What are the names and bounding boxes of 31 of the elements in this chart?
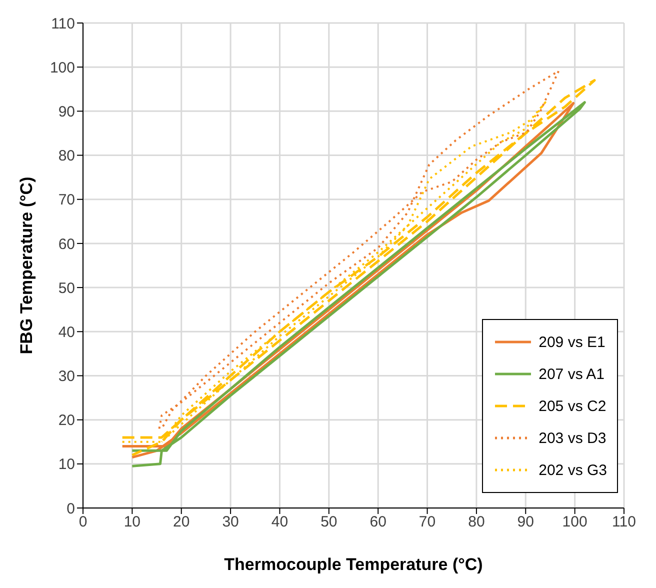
y-tick-label: 100 [50, 59, 75, 76]
x-tick-label: 60 [370, 514, 386, 531]
y-tick-label: 30 [58, 368, 75, 386]
y-tick-label: 40 [58, 324, 75, 341]
legend-label: 203 vs D3 [538, 430, 606, 446]
legend-label: 205 vs C2 [538, 398, 606, 414]
y-tick-label: 90 [58, 104, 75, 121]
legend-label: 202 vs G3 [538, 462, 607, 478]
y-tick-label: 110 [51, 15, 75, 32]
x-tick-label: 70 [418, 514, 436, 531]
y-tick-label: 70 [58, 192, 75, 209]
x-tick-label: 50 [320, 514, 338, 531]
legend-label: 207 vs A1 [538, 366, 605, 382]
x-tick-label: 80 [468, 514, 485, 531]
y-tick-label: 50 [58, 280, 75, 297]
x-tick-label: 90 [517, 514, 534, 531]
legend-label: 209 vs E1 [538, 334, 606, 350]
y-axis-title: FBG Temperature (°C) [17, 176, 36, 354]
y-tick-label: 0 [66, 500, 75, 518]
x-tick-label: 110 [612, 514, 636, 531]
x-axis-title: Thermocouple Temperature (°C) [224, 555, 483, 574]
x-tick-label: 30 [222, 514, 239, 531]
x-tick-label: 10 [124, 514, 141, 531]
x-tick-label: 20 [173, 514, 190, 531]
x-tick-label: 40 [271, 514, 288, 531]
y-tick-label: 10 [58, 456, 75, 474]
x-tick-label: 0 [78, 514, 88, 531]
x-tick-label: 100 [562, 514, 588, 531]
y-tick-label: 60 [58, 236, 75, 253]
y-tick-label: 80 [58, 148, 75, 165]
y-tick-label: 20 [58, 412, 75, 430]
